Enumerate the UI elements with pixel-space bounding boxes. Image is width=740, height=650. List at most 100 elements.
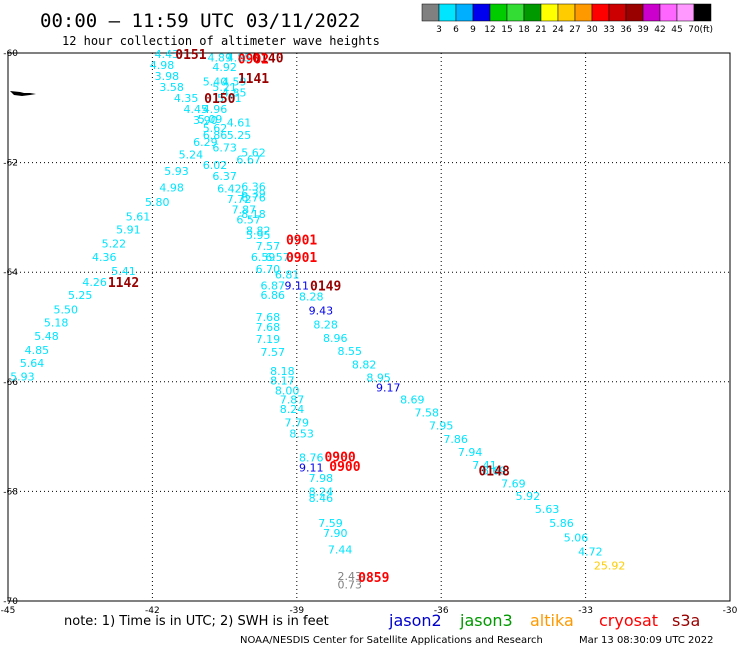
wave-height-value: 7.79	[285, 416, 310, 429]
wave-height-value: 8.82	[352, 358, 377, 371]
colorbar-swatch	[523, 3, 542, 22]
time-label: 0900	[324, 450, 355, 465]
time-label: 0900	[329, 460, 360, 475]
y-tick-labels: -60 -62 -64 -66 -68 -70	[3, 49, 18, 607]
wave-height-value: 7.86	[443, 433, 468, 446]
time-label: 0901	[286, 251, 317, 266]
wave-height-value: 8.17	[270, 375, 295, 388]
time-label: 0140	[252, 51, 283, 66]
wave-height-value: 4.85	[227, 51, 252, 64]
x-tick-label: -45	[1, 606, 16, 616]
wave-height-value: 6.57	[236, 214, 261, 227]
legend-item-cryosat: cryosat	[599, 611, 658, 630]
wave-height-value: 8.46	[309, 492, 334, 505]
wave-height-value: 4.43	[155, 48, 180, 61]
wave-height-value: 5.09	[198, 113, 223, 126]
time-label: 0151	[175, 48, 206, 63]
satellite-legend: jason2 jason3 altika cryosat s3a	[388, 611, 700, 630]
wave-height-value: 6.29	[193, 136, 218, 149]
time-label: 0149	[310, 279, 341, 294]
y-tick-label: -60	[3, 49, 18, 59]
wave-height-value: 7.95	[429, 420, 454, 433]
wave-height-value: 4.96	[203, 103, 228, 116]
x-tick-label: -39	[289, 606, 304, 616]
colorbar-swatch	[455, 3, 474, 22]
colorbar-swatch	[421, 3, 440, 22]
wave-height-value: 5.48	[34, 330, 59, 343]
colorbar-label: 39	[637, 25, 649, 35]
wave-height-value: 9.11	[285, 279, 310, 292]
x-tick-label: -30	[723, 606, 738, 616]
wave-height-value: 5.92	[516, 490, 541, 503]
y-tick-label: -70	[3, 597, 18, 607]
wave-height-value: 5.62	[203, 122, 228, 135]
wave-height-value: 5.06	[564, 531, 589, 544]
colorbar-swatch	[574, 3, 593, 22]
wave-height-value: 6.81	[275, 268, 300, 281]
wave-height-value: 4.26	[82, 276, 107, 289]
time-label: 0859	[358, 571, 389, 586]
wave-height-value: 7.68	[256, 311, 281, 324]
x-tick-label: -42	[145, 606, 160, 616]
wave-height-value: 6.86	[203, 129, 228, 142]
colorbar-swatch	[506, 3, 525, 22]
wave-height-value: 8.24	[309, 485, 334, 498]
wave-height-value: 4.98	[159, 181, 184, 194]
legend-item-altika: altika	[530, 611, 574, 630]
colorbar-label: 15	[501, 25, 512, 35]
wave-height-value: 8.82	[246, 225, 271, 238]
colorbar-swatch	[642, 3, 661, 22]
wave-height-value: 5.62	[241, 147, 266, 160]
wave-height-value: 5.80	[145, 196, 170, 209]
plot-frame	[7, 52, 731, 602]
colorbar-swatch	[540, 3, 559, 22]
colorbar-unit: (ft)	[699, 25, 713, 35]
wave-height-value: 4.92	[212, 61, 237, 74]
colorbar-label: 30	[586, 25, 598, 35]
colorbar-swatch	[438, 3, 457, 22]
colorbar-swatch	[591, 3, 610, 22]
legend-item-jason3: jason3	[459, 611, 513, 630]
colorbar-swatch	[625, 3, 644, 22]
colorbar-swatch	[489, 3, 508, 22]
island-coastline	[10, 91, 36, 96]
wave-height-value: 7.57	[260, 346, 285, 359]
colorbar-swatch	[676, 3, 695, 22]
wave-height-value: 5.63	[535, 503, 560, 516]
wave-height-value: 3.58	[159, 81, 184, 94]
footer-credit: NOAA/NESDIS Center for Satellite Applica…	[240, 635, 543, 646]
wave-height-value: 6.87	[260, 279, 285, 292]
wave-height-points: 4.434.983.983.584.354.453.905.626.866.29…	[10, 48, 625, 591]
colorbar-swatch	[693, 3, 712, 22]
colorbar-label: 6	[453, 25, 459, 35]
wave-height-value: 6.37	[212, 170, 237, 183]
wave-height-value: 4.59	[222, 75, 247, 88]
wave-height-value: 8.69	[400, 393, 425, 406]
x-tick-label: -33	[578, 606, 593, 616]
legend-item-jason2: jason2	[388, 611, 442, 630]
colorbar-label: 33	[603, 25, 614, 35]
wave-height-value: 7.72	[227, 193, 252, 206]
wave-height-value: 8.76	[299, 451, 324, 464]
wave-height-value: 6.36	[241, 181, 266, 194]
wave-height-value: 3.90	[193, 114, 218, 127]
wave-height-value: 5.25	[227, 129, 252, 142]
y-tick-label: -68	[3, 487, 18, 497]
colorbar-label: 45	[671, 25, 682, 35]
grid-lines	[8, 53, 730, 601]
wave-height-value: 7.19	[256, 333, 281, 346]
wave-height-value: 4.61	[227, 117, 252, 130]
time-label: 0148	[478, 465, 509, 480]
footer-timestamp: Mar 13 08:30:09 UTC 2022	[579, 635, 714, 646]
wave-height-value: 9.43	[309, 305, 334, 318]
y-tick-label: -62	[3, 159, 18, 169]
wave-height-value: 6.67	[236, 153, 261, 166]
wave-height-value: 9.11	[299, 461, 324, 474]
wave-height-value: 7.41	[472, 459, 497, 472]
wave-height-value: 5.18	[44, 317, 69, 330]
wave-height-value: 6.86	[260, 289, 285, 302]
legend-item-s3a: s3a	[672, 611, 700, 630]
wave-height-value: 8.24	[280, 403, 305, 416]
wave-height-value: 5.22	[102, 238, 127, 251]
